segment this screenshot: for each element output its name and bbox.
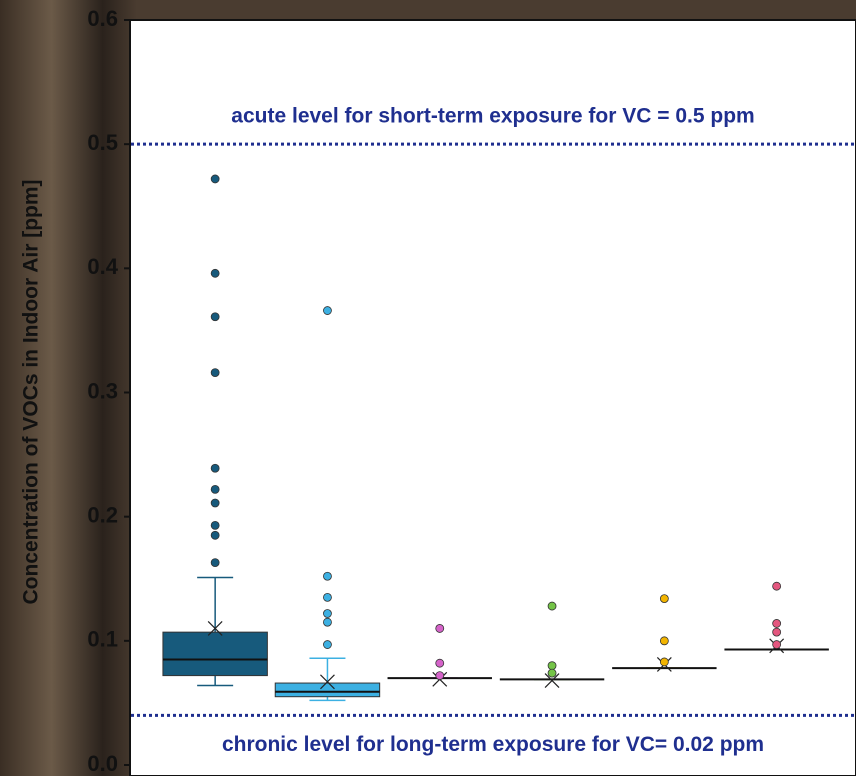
outlier xyxy=(210,463,220,473)
outlier xyxy=(547,668,557,678)
outlier xyxy=(435,671,445,680)
outlier xyxy=(547,601,557,611)
outlier xyxy=(659,594,669,604)
outlier xyxy=(772,627,782,637)
outlier xyxy=(210,520,220,530)
outlier xyxy=(772,581,782,591)
y-tick-label: 0.6 xyxy=(87,6,118,31)
outlier xyxy=(210,368,220,378)
outlier xyxy=(210,558,220,568)
y-tick-label: 0.0 xyxy=(87,751,118,776)
y-tick-label: 0.2 xyxy=(87,502,118,527)
outlier xyxy=(659,636,669,646)
mean-marker xyxy=(207,620,223,636)
outlier xyxy=(323,609,332,618)
outlier xyxy=(210,174,220,184)
outlier xyxy=(210,268,220,278)
reference-label: chronic level for long-term exposure for… xyxy=(222,733,764,756)
outlier xyxy=(323,617,332,627)
y-tick-label: 0.4 xyxy=(87,254,118,279)
box xyxy=(274,682,381,698)
outlier xyxy=(210,530,220,540)
outlier xyxy=(210,484,220,494)
outlier xyxy=(772,640,782,649)
outlier xyxy=(435,624,445,633)
y-tick-label: 0.5 xyxy=(87,130,118,155)
outlier xyxy=(210,498,220,508)
outlier xyxy=(210,312,220,322)
outlier xyxy=(323,640,332,649)
outlier xyxy=(323,592,332,602)
outlier xyxy=(772,619,782,628)
box xyxy=(162,631,268,677)
mean-marker xyxy=(320,674,335,690)
mean-marker xyxy=(544,673,560,688)
outlier xyxy=(323,306,332,315)
y-tick-label: 0.1 xyxy=(87,627,118,652)
y-tick-label: 0.3 xyxy=(87,378,118,403)
outlier xyxy=(547,661,557,671)
y-axis-title: Concentration of VOCs in Indoor Air [ppm… xyxy=(20,179,43,604)
outlier xyxy=(323,571,332,581)
reference-label: acute level for short-term exposure for … xyxy=(231,105,754,128)
outlier xyxy=(435,658,445,668)
outlier xyxy=(659,657,669,667)
